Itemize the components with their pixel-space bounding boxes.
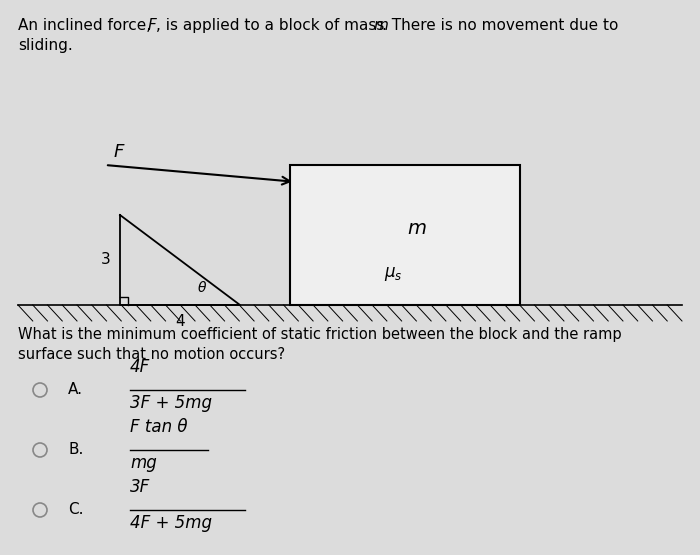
- Text: 3: 3: [101, 253, 111, 268]
- Text: B.: B.: [68, 442, 83, 457]
- Text: $F$: $F$: [113, 143, 125, 161]
- Text: , is applied to a block of mass: , is applied to a block of mass: [156, 18, 389, 33]
- Text: C.: C.: [68, 502, 83, 517]
- Text: m: m: [373, 18, 388, 33]
- Text: F tan θ: F tan θ: [130, 418, 188, 436]
- Text: What is the minimum coefficient of static friction between the block and the ram: What is the minimum coefficient of stati…: [18, 327, 622, 342]
- Text: 3F: 3F: [130, 478, 150, 496]
- Text: F: F: [148, 18, 157, 33]
- Text: A.: A.: [68, 382, 83, 397]
- Text: 3F + 5mg: 3F + 5mg: [130, 394, 212, 412]
- Text: An inclined force,: An inclined force,: [18, 18, 156, 33]
- Text: surface such that no motion occurs?: surface such that no motion occurs?: [18, 347, 285, 362]
- Text: 4: 4: [175, 314, 185, 329]
- Text: 4F + 5mg: 4F + 5mg: [130, 514, 212, 532]
- Bar: [290, 165, 520, 305]
- Text: 4F: 4F: [130, 358, 150, 376]
- Text: $m$: $m$: [407, 219, 426, 238]
- Text: sliding.: sliding.: [18, 38, 73, 53]
- Text: . There is no movement due to: . There is no movement due to: [382, 18, 618, 33]
- Text: mg: mg: [130, 454, 157, 472]
- Text: $\theta$: $\theta$: [197, 280, 207, 295]
- Text: $\mu_s$: $\mu_s$: [384, 265, 402, 283]
